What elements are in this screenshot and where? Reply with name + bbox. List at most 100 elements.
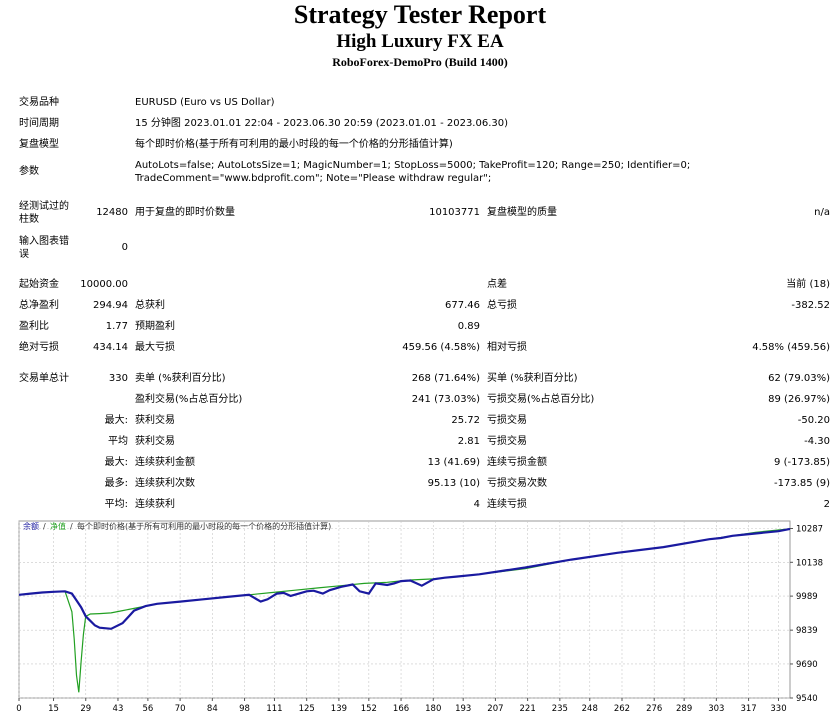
x-tick-label: 98 — [239, 704, 250, 714]
x-tick-label: 193 — [455, 704, 471, 714]
x-tick-label: 152 — [361, 704, 377, 714]
x-tick-label: 303 — [708, 704, 724, 714]
max-consec-profit-value: 95.13 (10) — [427, 478, 480, 489]
max-consec-losses-label: 连续亏损金额 — [487, 457, 547, 468]
gross-loss-value: -382.52 — [791, 300, 830, 311]
max-drawdown-value: 459.56 (4.58%) — [402, 342, 480, 353]
deposit-value: 10000.00 — [80, 279, 128, 290]
legend-balance: 余额 — [23, 521, 39, 531]
x-tick-label: 125 — [299, 704, 315, 714]
x-tick-label: 56 — [142, 704, 153, 714]
legend-equity: 净值 — [50, 521, 66, 531]
x-tick-label: 43 — [113, 704, 124, 714]
x-tick-label: 317 — [740, 704, 756, 714]
mismatch-label-2: 误 — [19, 249, 29, 260]
mismatch-value: 0 — [121, 242, 128, 253]
x-tick-label: 207 — [487, 704, 503, 714]
y-tick-label: 9690 — [796, 660, 818, 670]
ticks-value: 10103771 — [429, 207, 480, 218]
max-consec-losses-value: 9 (-173.85) — [774, 457, 830, 468]
largest-loss-label: 亏损交易 — [487, 415, 527, 426]
x-tick-label: 180 — [425, 704, 441, 714]
max-consec-prefix: 最大: — [104, 457, 128, 468]
spread-label: 点差 — [487, 279, 507, 290]
largest-profit-label: 获利交易 — [135, 415, 175, 426]
avg-consec-losses-value: 2 — [823, 499, 830, 510]
gross-loss-label: 总亏损 — [487, 300, 517, 311]
period-value: 15 分钟图 2023.01.01 22:04 - 2023.06.30 20:… — [135, 118, 509, 129]
plot-frame — [18, 520, 791, 699]
legend-model: 每个即时价格(基于所有可利用的最小时段的每一个价格的分形插值计算) — [77, 521, 331, 531]
y-tick-label: 10138 — [796, 558, 823, 568]
net-profit-value: 294.94 — [93, 300, 128, 311]
expected-payoff-value: 0.89 — [457, 321, 480, 332]
average-loss-label: 亏损交易 — [487, 436, 527, 447]
bars-value: 12480 — [96, 207, 128, 218]
y-tick-label: 9540 — [796, 694, 818, 704]
max-consec-amount-prefix: 最多: — [104, 478, 128, 489]
largest-profit-value: 25.72 — [451, 415, 480, 426]
gross-profit-value: 677.46 — [445, 300, 480, 311]
net-profit-label: 总净盈利 — [19, 300, 59, 311]
bars-label-1: 经测试过的 — [19, 201, 69, 212]
total-trades-label: 交易单总计 — [19, 373, 69, 384]
max-drawdown-label: 最大亏损 — [135, 342, 175, 353]
params-line-2: TradeComment="www.bdprofit.com"; Note="P… — [135, 173, 492, 184]
balance-equity-chart: 10287 10138 9989 9839 9690 9540 0 15 29 43 56 70 84… — [0, 517, 840, 715]
x-tick-label: 139 — [331, 704, 347, 714]
model-quality-label: 复盘模型的质量 — [487, 207, 557, 218]
model-value: 每个即时价格(基于所有可利用的最小时段的每一个价格的分形插值计算) — [135, 139, 453, 150]
average-profit-value: 2.81 — [457, 436, 480, 447]
mismatch-label-1: 输入图表错 — [19, 236, 69, 247]
loss-trades-value: 89 (26.97%) — [768, 394, 830, 405]
deposit-label: 起始资金 — [19, 279, 59, 290]
ticks-label: 用于复盘的即时价数量 — [135, 207, 235, 218]
x-tick-label: 221 — [520, 704, 536, 714]
avg-consec-prefix: 平均: — [104, 499, 128, 510]
avg-consec-losses-label: 连续亏损 — [487, 499, 527, 510]
x-tick-label: 111 — [266, 704, 282, 714]
params-label: 参数 — [19, 166, 39, 177]
average-prefix: 平均 — [108, 436, 128, 447]
total-trades-value: 330 — [108, 373, 128, 384]
legend-separator-2: / — [70, 522, 73, 531]
ea-name: High Luxury FX EA — [336, 31, 504, 52]
params-line-1: AutoLots=false; AutoLotsSize=1; MagicNum… — [135, 160, 691, 171]
x-tick-label: 248 — [582, 704, 598, 714]
max-consec-loss-value: -173.85 (9) — [774, 478, 830, 489]
x-tick-label: 262 — [614, 704, 630, 714]
abs-drawdown-label: 绝对亏损 — [19, 342, 59, 353]
largest-loss-value: -50.20 — [797, 415, 830, 426]
symbol-label: 交易品种 — [19, 97, 59, 108]
profit-trades-label: 盈利交易(%占总百分比) — [135, 394, 243, 405]
x-tick-label: 330 — [770, 704, 786, 714]
profit-trades-value: 241 (73.03%) — [411, 394, 480, 405]
max-consec-wins-value: 13 (41.69) — [427, 457, 480, 468]
avg-consec-wins-value: 4 — [473, 499, 480, 510]
x-tick-label: 70 — [175, 704, 186, 714]
x-tick-label: 289 — [676, 704, 692, 714]
average-profit-label: 获利交易 — [135, 436, 175, 447]
long-trades-value: 62 (79.03%) — [768, 373, 830, 384]
max-consec-loss-label: 亏损交易次数 — [487, 478, 547, 489]
period-label: 时间周期 — [19, 118, 59, 129]
x-tick-label: 84 — [207, 704, 218, 714]
rel-drawdown-label: 相对亏损 — [487, 342, 527, 353]
long-trades-label: 买单 (%获利百分比) — [487, 373, 578, 384]
server-build: RoboForex-DemoPro (Build 1400) — [332, 55, 508, 69]
average-loss-value: -4.30 — [804, 436, 830, 447]
x-tick-label: 0 — [16, 704, 21, 714]
max-consec-wins-label: 连续获利金额 — [135, 457, 195, 468]
rel-drawdown-value: 4.58% (459.56) — [752, 342, 830, 353]
profit-factor-value: 1.77 — [105, 321, 128, 332]
x-tick-label: 15 — [48, 704, 59, 714]
loss-trades-label: 亏损交易(%占总百分比) — [487, 394, 595, 405]
report-title: Strategy Tester Report — [293, 0, 547, 29]
y-tick-label: 9839 — [796, 626, 818, 636]
expected-payoff-label: 预期盈利 — [135, 321, 175, 332]
y-tick-label: 9989 — [796, 592, 818, 602]
spread-value: 当前 (18) — [786, 279, 830, 290]
short-trades-label: 卖单 (%获利百分比) — [135, 373, 226, 384]
gross-profit-label: 总获利 — [135, 300, 165, 311]
x-tick-label: 235 — [552, 704, 568, 714]
